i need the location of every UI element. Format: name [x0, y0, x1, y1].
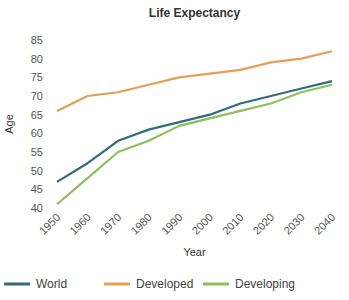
legend-label: World: [36, 277, 67, 291]
legend-swatch: [104, 283, 130, 286]
y-tick-label: 40: [31, 202, 43, 214]
x-tick-label: 2000: [189, 211, 215, 237]
y-tick-label: 60: [31, 127, 43, 139]
y-tick-label: 75: [31, 71, 43, 83]
y-tick-label: 45: [31, 183, 43, 195]
x-tick-label: 2020: [251, 211, 277, 237]
series-line: [57, 85, 332, 204]
x-tick-label: 2010: [220, 211, 246, 237]
chart: Life Expectancy Age 40 45 50 55 60 65 70 75 80 85 19…: [0, 0, 349, 300]
legend-label: Developing: [235, 277, 295, 291]
plot-area: [57, 51, 332, 204]
title: Life Expectancy: [149, 6, 241, 20]
y-tick-label: 50: [31, 165, 43, 177]
x-tick-label: 1980: [128, 211, 154, 237]
y-tick-label: 80: [31, 53, 43, 65]
legend-swatch: [203, 283, 229, 286]
legend-label: Developed: [136, 277, 193, 291]
x-tick-label: 2030: [281, 211, 307, 237]
y-tick-label: 65: [31, 109, 43, 121]
x-axis-label: Year: [183, 246, 206, 258]
series-line: [57, 51, 332, 111]
x-tick-label: 1950: [37, 211, 63, 237]
legend: World Developed Developing: [4, 277, 295, 291]
y-tick-label: 55: [31, 146, 43, 158]
x-tick-label: 1960: [67, 211, 93, 237]
x-tick-label: 2040: [312, 211, 338, 237]
y-tick-label: 85: [31, 34, 43, 46]
x-tick-label: 1970: [98, 211, 124, 237]
y-tick-label: 70: [31, 90, 43, 102]
y-axis-label: Age: [3, 114, 15, 134]
x-tick-label: 1990: [159, 211, 185, 237]
legend-swatch: [4, 283, 30, 286]
